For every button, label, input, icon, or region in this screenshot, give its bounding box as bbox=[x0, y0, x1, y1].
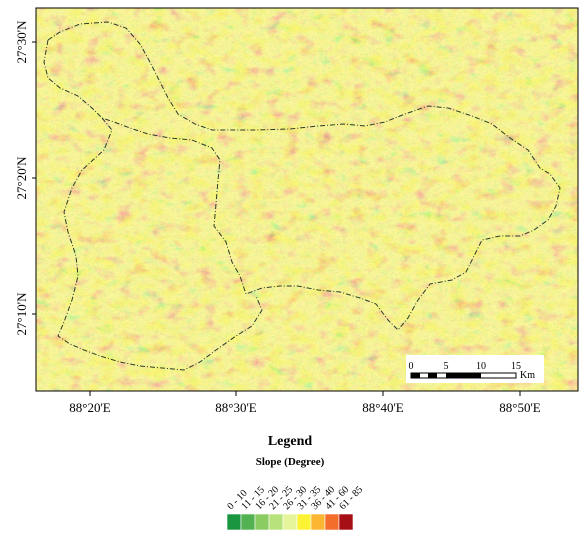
legend-swatch-6 bbox=[310, 513, 326, 531]
district-boundary bbox=[43, 21, 561, 371]
lat-label-27-10: 27°10'N bbox=[14, 292, 29, 336]
scale-tick-10: 10 bbox=[476, 361, 486, 372]
scale-unit: Km bbox=[520, 370, 535, 381]
lat-label-27-20: 27°20'N bbox=[14, 156, 29, 200]
lat-ticks bbox=[32, 41, 36, 315]
legend-subtitle: Slope (Degree) bbox=[255, 456, 325, 468]
lat-labels: 27°30'N 27°20'N 27°10'N bbox=[14, 20, 29, 336]
legend-swatch-5 bbox=[296, 513, 312, 531]
legend-swatch-4 bbox=[282, 513, 298, 531]
legend-swatch-8 bbox=[338, 513, 354, 531]
scale-tick-5: 5 bbox=[444, 361, 449, 372]
lon-labels: 88°20'E 88°30'E 88°40'E 88°50'E bbox=[69, 400, 541, 415]
scale-tick-15: 15 bbox=[511, 361, 521, 372]
lon-label-88-20: 88°20'E bbox=[69, 400, 111, 415]
slope-raster bbox=[36, 8, 578, 391]
legend-swatch-1 bbox=[240, 513, 256, 531]
map-svg: 27°30'N 27°20'N 27°10'N 88°20'E 88°30'E … bbox=[14, 7, 579, 415]
lat-label-27-30: 27°30'N bbox=[14, 20, 29, 64]
legend-title: Legend bbox=[267, 434, 313, 449]
slope-map: 27°30'N 27°20'N 27°10'N 88°20'E 88°30'E … bbox=[14, 7, 579, 415]
legend-swatch-7 bbox=[324, 513, 340, 531]
lon-label-88-40: 88°40'E bbox=[362, 400, 404, 415]
lon-label-88-50: 88°50'E bbox=[499, 400, 541, 415]
lon-ticks bbox=[89, 391, 521, 396]
scale-tick-0: 0 bbox=[409, 361, 414, 372]
legend-swatch-0 bbox=[226, 513, 242, 531]
legend-swatch-2 bbox=[254, 513, 270, 531]
scale-bar: 0 5 10 15 Km bbox=[406, 355, 544, 383]
lon-label-88-30: 88°30'E bbox=[215, 400, 257, 415]
map-frame bbox=[35, 7, 579, 392]
legend-swatch-3 bbox=[268, 513, 284, 531]
